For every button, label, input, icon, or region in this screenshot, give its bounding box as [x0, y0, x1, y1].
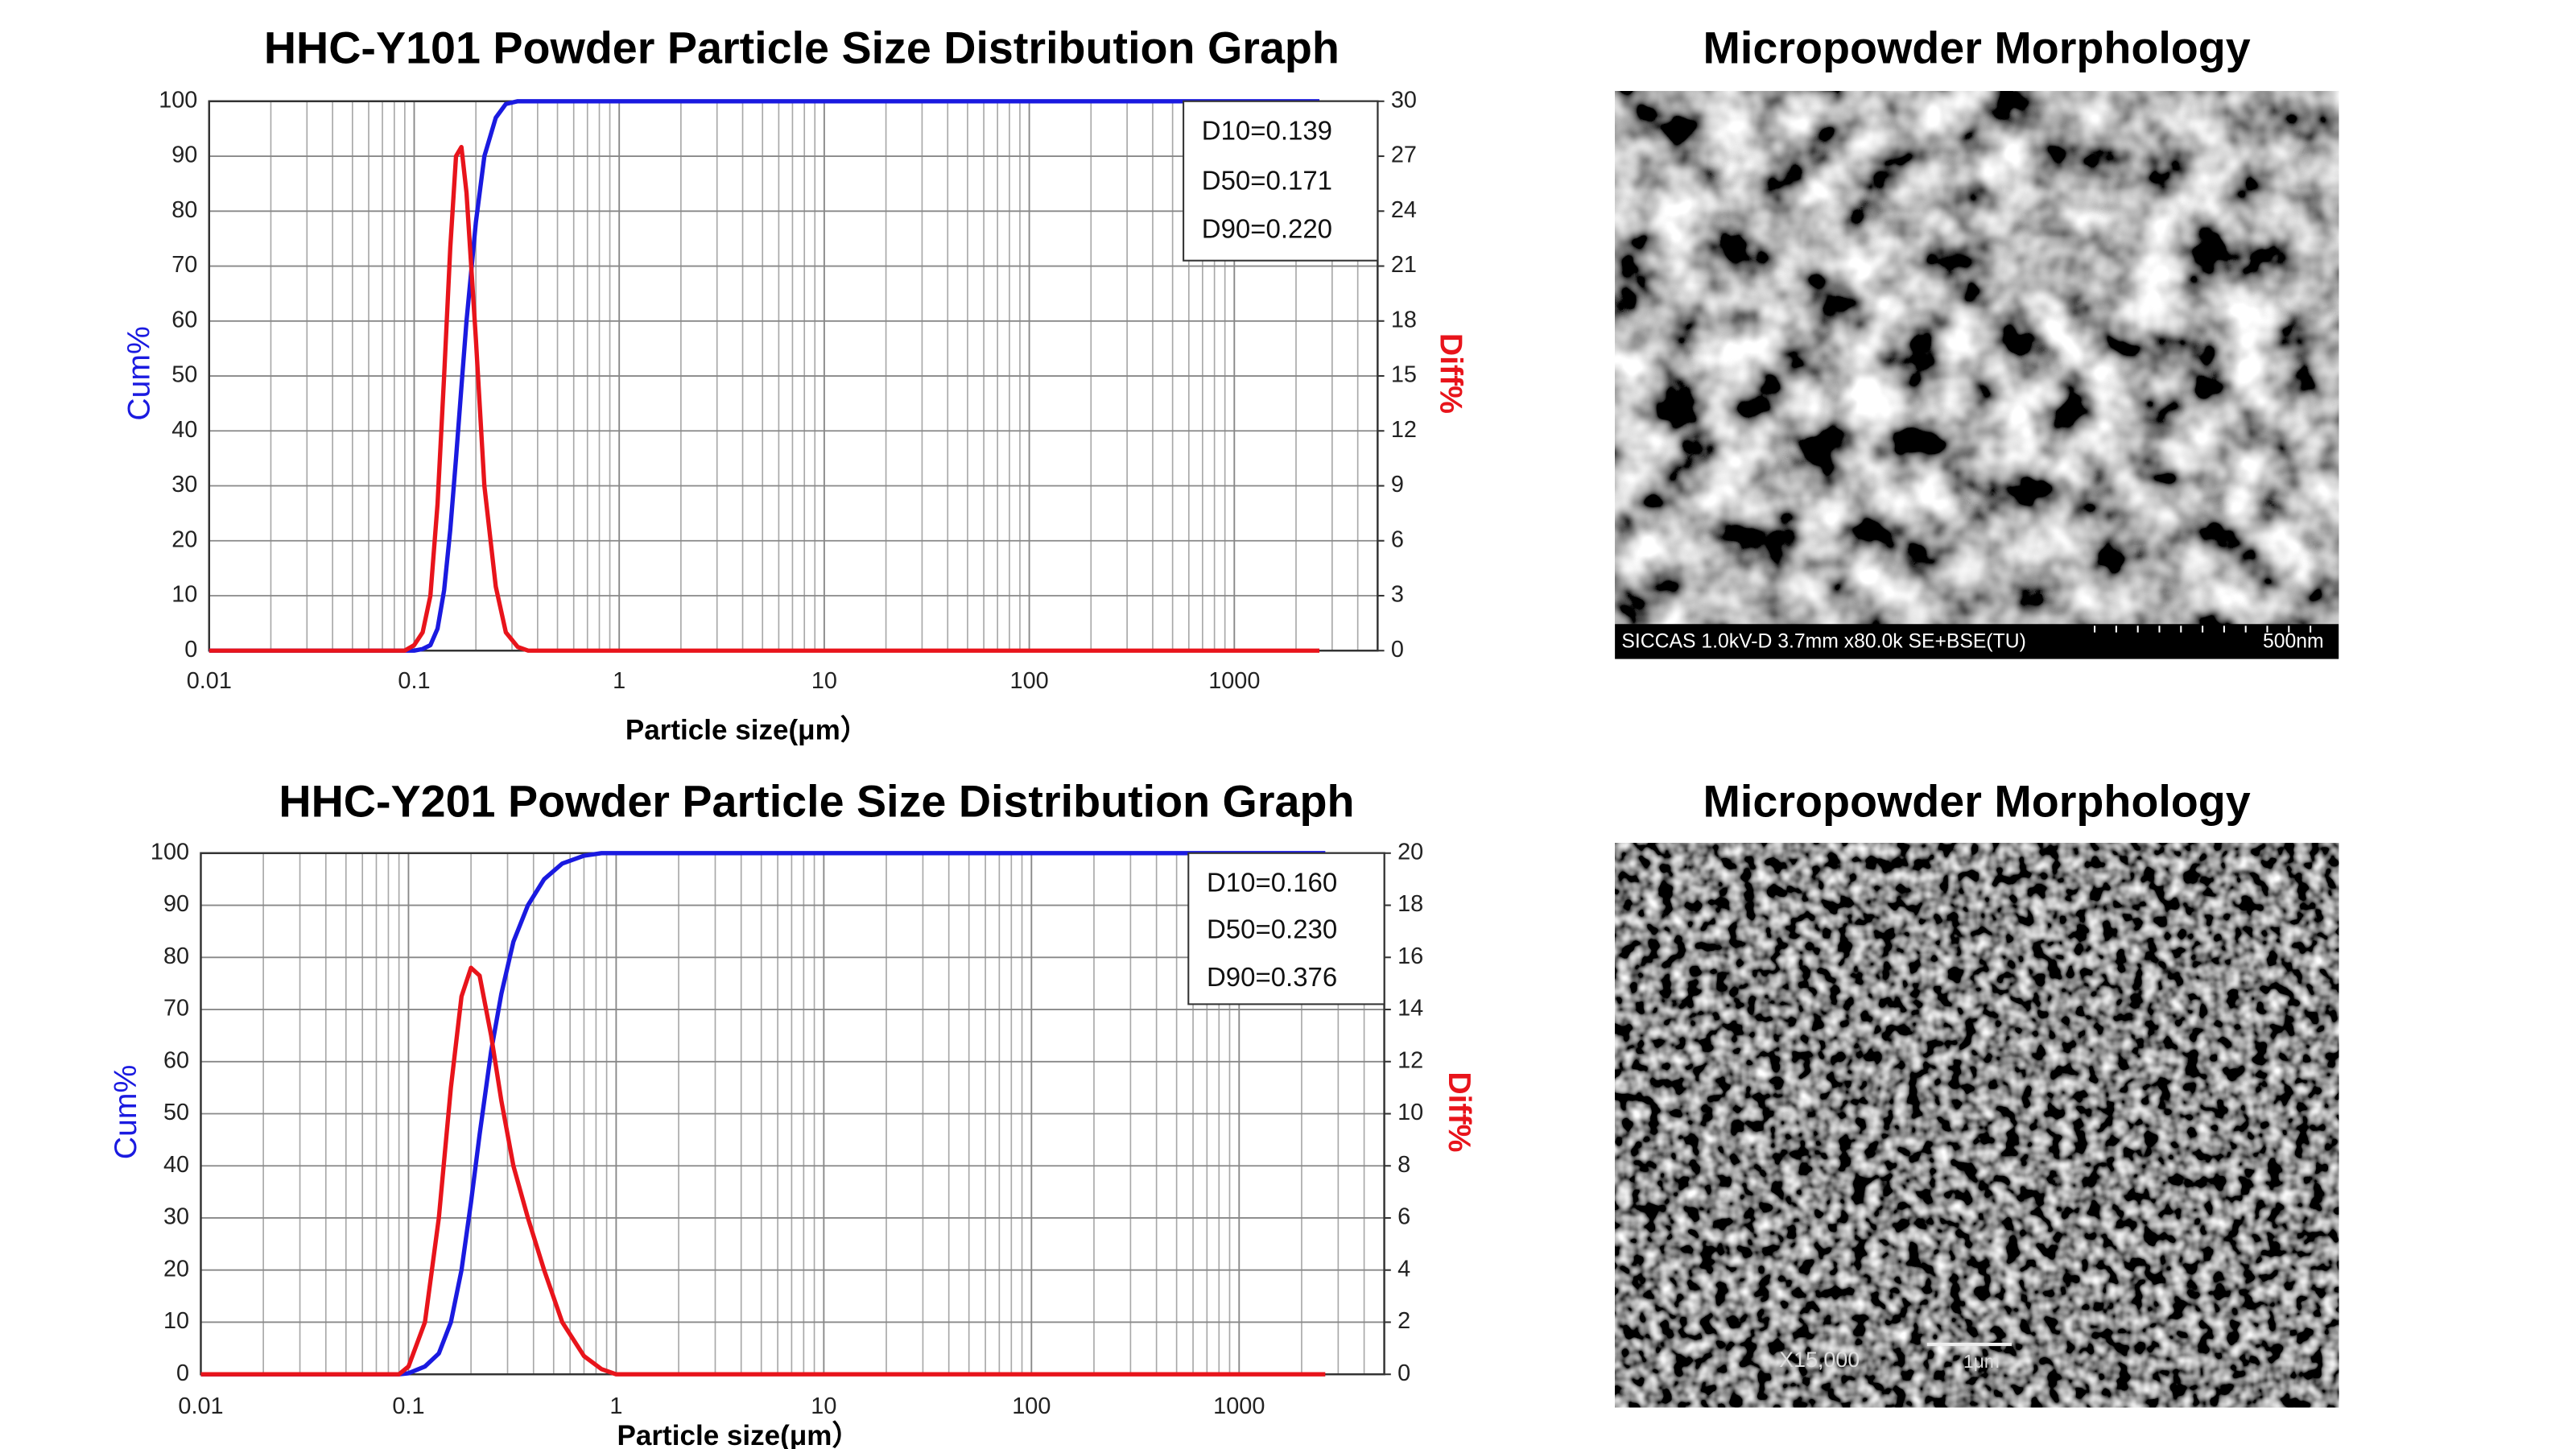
y-tick-label: 100	[159, 87, 197, 113]
y-tick-label: 40	[163, 1152, 189, 1178]
data-line	[208, 144, 1320, 653]
y-tick-label: 60	[171, 307, 197, 332]
y2-tick-label: 24	[1391, 197, 1417, 223]
y2-tick-label: 6	[1391, 526, 1404, 552]
y-tick-label: 70	[163, 996, 189, 1022]
data-line	[208, 99, 1320, 653]
y2-tick-label: 0	[1391, 637, 1404, 663]
x-tick-label: 1	[613, 668, 625, 694]
y-tick-label: 20	[163, 1256, 189, 1282]
y-tick-label: 90	[163, 891, 189, 917]
y-tick-label: 0	[184, 637, 197, 663]
chart-title: HHC-Y201 Powder Particle Size Distributi…	[279, 777, 1354, 827]
image-magnification: X15,000	[1779, 1348, 1860, 1372]
annotation: D90=0.220	[1202, 213, 1332, 243]
x-tick-label: 0.1	[398, 668, 430, 694]
x-tick-label: 100	[1012, 1393, 1051, 1419]
image-scale: 1μm	[1963, 1351, 2000, 1372]
y2-tick-label: 8	[1397, 1152, 1410, 1178]
scale-ticks	[2094, 625, 2312, 633]
chart-title: HHC-Y101 Powder Particle Size Distributi…	[264, 23, 1340, 73]
x-tick-label: 0.1	[392, 1393, 424, 1419]
y2-tick-label: 18	[1397, 891, 1423, 917]
y-tick-label: 10	[163, 1308, 189, 1334]
y2-tick-label: 15	[1391, 362, 1417, 388]
y2-tick-label: 18	[1391, 307, 1417, 332]
y2-tick-label: 12	[1397, 1047, 1423, 1073]
sem-texture	[1615, 91, 2339, 625]
y2-tick-label: 4	[1397, 1256, 1410, 1282]
y2-tick-label: 27	[1391, 142, 1417, 168]
y-tick-label: 50	[171, 362, 197, 388]
y-tick-label: 30	[163, 1204, 189, 1230]
y-tick-label: 90	[171, 142, 197, 168]
y-tick-label: 0	[176, 1360, 189, 1386]
y-tick-label: 100	[151, 839, 189, 865]
x-tick-label: 10	[811, 668, 837, 694]
x-axis-label: Particle size(μm）	[617, 1420, 861, 1449]
x-axis-label: Particle size(μm）	[625, 715, 869, 746]
data-line	[200, 851, 1326, 1377]
y-axis-label: Cum%	[109, 1065, 143, 1160]
y2-tick-label: 3	[1391, 582, 1404, 608]
x-tick-label: 1	[609, 1393, 622, 1419]
y-tick-label: 80	[163, 943, 189, 969]
y2-tick-label: 12	[1391, 417, 1417, 443]
y2-tick-label: 10	[1397, 1100, 1423, 1125]
y2-tick-label: 21	[1391, 252, 1417, 278]
x-tick-label: 1000	[1213, 1393, 1265, 1419]
y2-tick-label: 9	[1391, 472, 1404, 497]
sem-texture	[1615, 843, 2339, 1408]
y-tick-label: 70	[171, 252, 197, 278]
annotation-box	[1183, 100, 1379, 262]
image-title: Micropowder Morphology	[1703, 23, 2251, 73]
x-tick-label: 0.01	[178, 1393, 223, 1419]
y2-tick-label: 14	[1397, 996, 1423, 1022]
y-tick-label: 80	[171, 197, 197, 223]
y2-tick-label: 2	[1397, 1308, 1410, 1334]
y-tick-label: 30	[171, 472, 197, 497]
annotation: D10=0.139	[1202, 116, 1332, 146]
annotation-box	[1187, 852, 1385, 1005]
annotation: D10=0.160	[1207, 868, 1337, 898]
y-axis-label: Cum%	[122, 326, 157, 421]
y-tick-label: 50	[163, 1100, 189, 1125]
info-bar	[1615, 624, 2339, 659]
y2-tick-label: 16	[1397, 943, 1423, 969]
y-tick-label: 60	[163, 1047, 189, 1073]
y-tick-label: 20	[171, 526, 197, 552]
annotation: D50=0.230	[1207, 914, 1337, 943]
data-line	[200, 965, 1326, 1377]
y2-axis-label: Diff%	[1434, 333, 1468, 414]
y-tick-label: 40	[171, 417, 197, 443]
image-caption: SICCAS 1.0kV-D 3.7mm x80.0k SE+BSE(TU)	[1621, 630, 2025, 652]
y2-tick-label: 6	[1397, 1204, 1410, 1230]
x-tick-label: 10	[811, 1393, 836, 1419]
annotation: D50=0.171	[1202, 166, 1332, 196]
x-tick-label: 0.01	[187, 668, 232, 694]
x-tick-label: 1000	[1208, 668, 1260, 694]
y2-tick-label: 20	[1397, 839, 1423, 865]
y2-axis-label: Diff%	[1442, 1071, 1476, 1152]
y-tick-label: 10	[171, 582, 197, 608]
x-tick-label: 100	[1010, 668, 1049, 694]
image-scale: 500nm	[2263, 630, 2324, 652]
y2-tick-label: 30	[1391, 87, 1417, 113]
image-title: Micropowder Morphology	[1703, 777, 2251, 827]
annotation: D90=0.376	[1207, 962, 1337, 992]
y2-tick-label: 0	[1397, 1360, 1410, 1386]
